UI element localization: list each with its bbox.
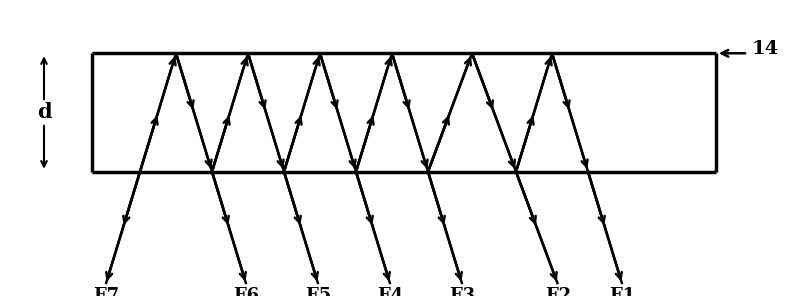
Text: E5: E5 [305,287,331,296]
Text: E1: E1 [609,287,635,296]
Text: 14: 14 [752,40,779,58]
Text: E6: E6 [233,287,259,296]
Text: E3: E3 [449,287,475,296]
Text: E2: E2 [545,287,571,296]
Text: E4: E4 [377,287,403,296]
Text: d: d [37,102,51,123]
Text: E7: E7 [93,287,119,296]
